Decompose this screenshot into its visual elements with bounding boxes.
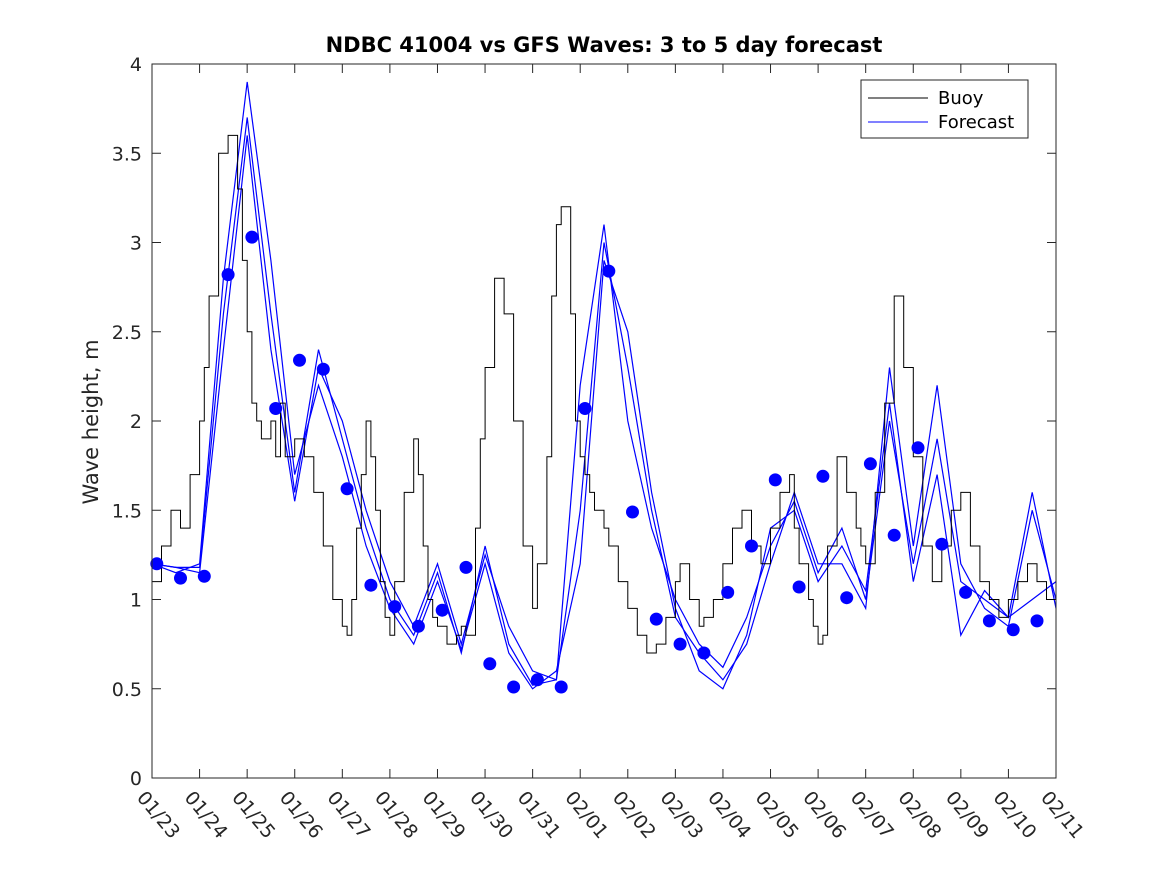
forecast-marker: [649, 612, 663, 626]
forecast-marker: [269, 402, 283, 415]
forecast-marker: [197, 569, 211, 583]
forecast-marker: [221, 268, 235, 282]
forecast-marker: [316, 362, 330, 376]
legend-forecast-label: Forecast: [938, 112, 1014, 133]
y-tick-label: 1: [130, 590, 142, 612]
y-axis: 0 0.5 1 1.5 2 2.5 3 3.5 4: [112, 54, 1056, 790]
y-tick-label: 2: [130, 411, 142, 433]
forecast-marker: [459, 560, 473, 574]
forecast-marker: [935, 537, 949, 551]
forecast-marker: [388, 600, 402, 614]
forecast-marker: [840, 591, 854, 605]
y-tick-label: 4: [130, 54, 142, 76]
forecast-marker: [982, 614, 996, 628]
forecast-marker: [745, 539, 758, 553]
forecast-marker: [578, 402, 592, 415]
forecast-marker: [887, 528, 901, 542]
forecast-marker: [150, 557, 164, 571]
forecast-marker: [340, 482, 354, 496]
forecast-markers: [150, 230, 1044, 694]
forecast-marker: [1030, 614, 1044, 628]
forecast-marker: [626, 505, 639, 519]
y-tick-label: 2.5: [112, 322, 142, 344]
forecast-marker: [816, 469, 830, 483]
legend-box: [860, 79, 1029, 139]
forecast-marker: [411, 619, 425, 633]
forecast-marker: [483, 657, 497, 671]
forecast-marker: [530, 673, 544, 687]
forecast-marker: [1006, 623, 1020, 637]
buoy-series: [152, 134, 1056, 654]
plot-area: [150, 81, 1057, 694]
forecast-marker: [364, 578, 378, 592]
forecast-line-3: [151, 81, 1057, 690]
y-tick-label: 1.5: [112, 500, 142, 522]
forecast-marker: [673, 637, 687, 651]
forecast-marker: [697, 646, 711, 660]
forecast-marker: [554, 680, 568, 694]
forecast-marker: [768, 473, 782, 487]
forecast-marker: [721, 585, 735, 599]
forecast-marker: [293, 353, 306, 367]
buoy-line: [152, 134, 1056, 654]
chart-title: NDBC 41004 vs GFS Waves: 3 to 5 day fore…: [326, 33, 883, 57]
y-tick-label: 0.5: [112, 679, 142, 701]
forecast-marker: [507, 680, 521, 694]
y-tick-label: 0: [130, 768, 142, 790]
legend-buoy-label: Buoy: [938, 88, 984, 109]
legend: Buoy Forecast: [860, 79, 1029, 139]
forecast-marker: [959, 585, 973, 599]
forecast-series: [151, 81, 1057, 690]
y-tick-label: 3.5: [112, 143, 142, 165]
forecast-marker: [792, 580, 806, 594]
forecast-marker: [435, 603, 449, 617]
forecast-line-1: [151, 135, 1057, 681]
plot-frame: [151, 63, 1057, 779]
forecast-marker: [602, 264, 616, 278]
forecast-marker: [174, 571, 187, 585]
forecast-marker: [245, 230, 259, 244]
forecast-marker: [863, 457, 877, 471]
y-tick-label: 3: [130, 233, 142, 255]
forecast-marker: [911, 441, 925, 455]
y-axis-label: Wave height, m: [79, 339, 103, 504]
